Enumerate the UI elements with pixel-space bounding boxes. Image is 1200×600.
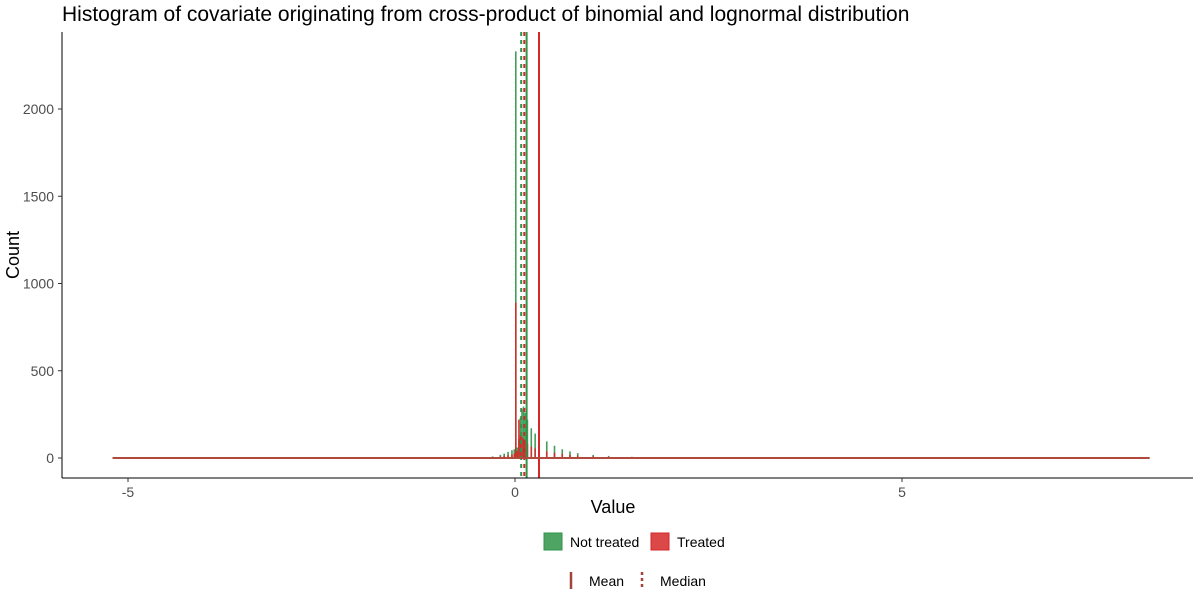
not-treated-bars (468, 51, 711, 459)
y-tick-label: 1500 (23, 188, 54, 204)
plot-area (112, 32, 1150, 478)
chart-title: Histogram of covariate originating from … (62, 3, 909, 26)
y-tick-label: 0 (46, 450, 54, 466)
mean-median-lines (520, 32, 540, 478)
not-treated-bar (503, 453, 505, 458)
treated-bar (521, 437, 523, 458)
not-treated-bar (534, 433, 536, 458)
x-axis-ticks: -5 0 5 (122, 478, 906, 500)
legend-label-median: Median (660, 573, 706, 589)
fill-legend: Not treated Treated (543, 532, 725, 551)
not-treated-bar (545, 441, 548, 458)
not-treated-bar (561, 449, 564, 458)
treated-bar (545, 451, 548, 458)
treated-bars (484, 302, 711, 459)
treated-bar (511, 454, 513, 458)
y-tick-label: 1000 (23, 276, 54, 292)
treated-bar (553, 452, 556, 458)
y-axis-ticks: 0 500 1000 1500 2000 (23, 101, 62, 466)
treated-bar (516, 451, 519, 458)
treated-bar (515, 302, 517, 458)
legend-swatch-treated (650, 532, 670, 551)
treated-bar (513, 453, 516, 458)
not-treated-bar (569, 451, 571, 458)
treated-bar (569, 454, 571, 458)
treated-bar (519, 435, 522, 458)
not-treated-bar (530, 428, 533, 458)
not-treated-bar (511, 450, 513, 458)
x-tick-label: -5 (122, 484, 135, 500)
x-axis-title: Value (591, 497, 636, 517)
not-treated-bar (553, 445, 556, 458)
x-tick-label: 0 (511, 484, 519, 500)
legend-swatch-not-treated (543, 532, 563, 551)
legend-label-mean: Mean (589, 573, 624, 589)
x-tick-label: 5 (898, 484, 906, 500)
treated-bar (507, 455, 509, 458)
treated-bar (576, 455, 579, 458)
treated-bar (503, 455, 505, 458)
y-axis-title: Count (3, 231, 23, 279)
legend-label-not-treated: Not treated (570, 534, 639, 550)
treated-bar (518, 419, 520, 458)
treated-bar (561, 453, 564, 458)
not-treated-bar (515, 51, 517, 458)
treated-bar (530, 446, 533, 458)
legend-label-treated: Treated (677, 534, 725, 550)
line-legend: Mean Median (569, 572, 706, 589)
y-tick-label: 2000 (23, 101, 54, 117)
not-treated-bar (507, 451, 509, 458)
y-tick-label: 500 (31, 363, 55, 379)
treated-bar (534, 448, 536, 458)
